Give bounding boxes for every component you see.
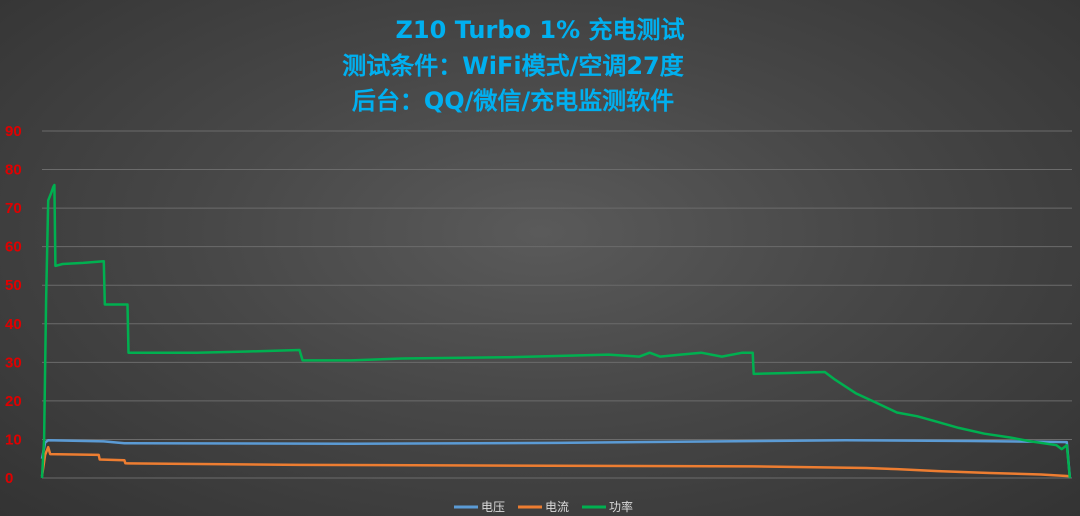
y-tick-label: 40 bbox=[5, 316, 22, 333]
chart-title-line-3: 后台：QQ/微信/充电监测软件 bbox=[352, 87, 674, 115]
y-tick-label: 0 bbox=[5, 470, 13, 487]
y-tick-label: 70 bbox=[5, 200, 22, 217]
y-tick-label: 60 bbox=[5, 239, 22, 256]
series-line-1 bbox=[40, 445, 1069, 478]
chart-title-group: Z10 Turbo 1% 充电测试 测试条件：WiFi模式/空调27度 后台：Q… bbox=[342, 16, 684, 115]
legend-label-2: 功率 bbox=[609, 499, 633, 514]
chart-title-line-1: Z10 Turbo 1% 充电测试 bbox=[396, 16, 685, 44]
y-tick-label: 20 bbox=[5, 393, 22, 410]
series-line-0 bbox=[40, 438, 1072, 479]
series-line-2 bbox=[40, 183, 1072, 479]
legend-label-1: 电流 bbox=[545, 500, 569, 514]
gridlines bbox=[42, 130, 1072, 479]
y-tick-label: 80 bbox=[5, 162, 22, 179]
legend-label-0: 电压 bbox=[481, 500, 505, 514]
y-tick-label: 50 bbox=[5, 277, 22, 294]
y-axis-ticks: 0 10 20 30 40 50 60 70 80 90 bbox=[5, 123, 22, 487]
series-lines bbox=[40, 183, 1072, 479]
chart-title-line-2: 测试条件：WiFi模式/空调27度 bbox=[342, 52, 684, 80]
y-tick-label: 30 bbox=[5, 354, 22, 371]
y-tick-label: 90 bbox=[5, 123, 22, 140]
legend: 电压 电流 功率 bbox=[454, 499, 633, 514]
y-tick-label: 10 bbox=[5, 431, 22, 448]
